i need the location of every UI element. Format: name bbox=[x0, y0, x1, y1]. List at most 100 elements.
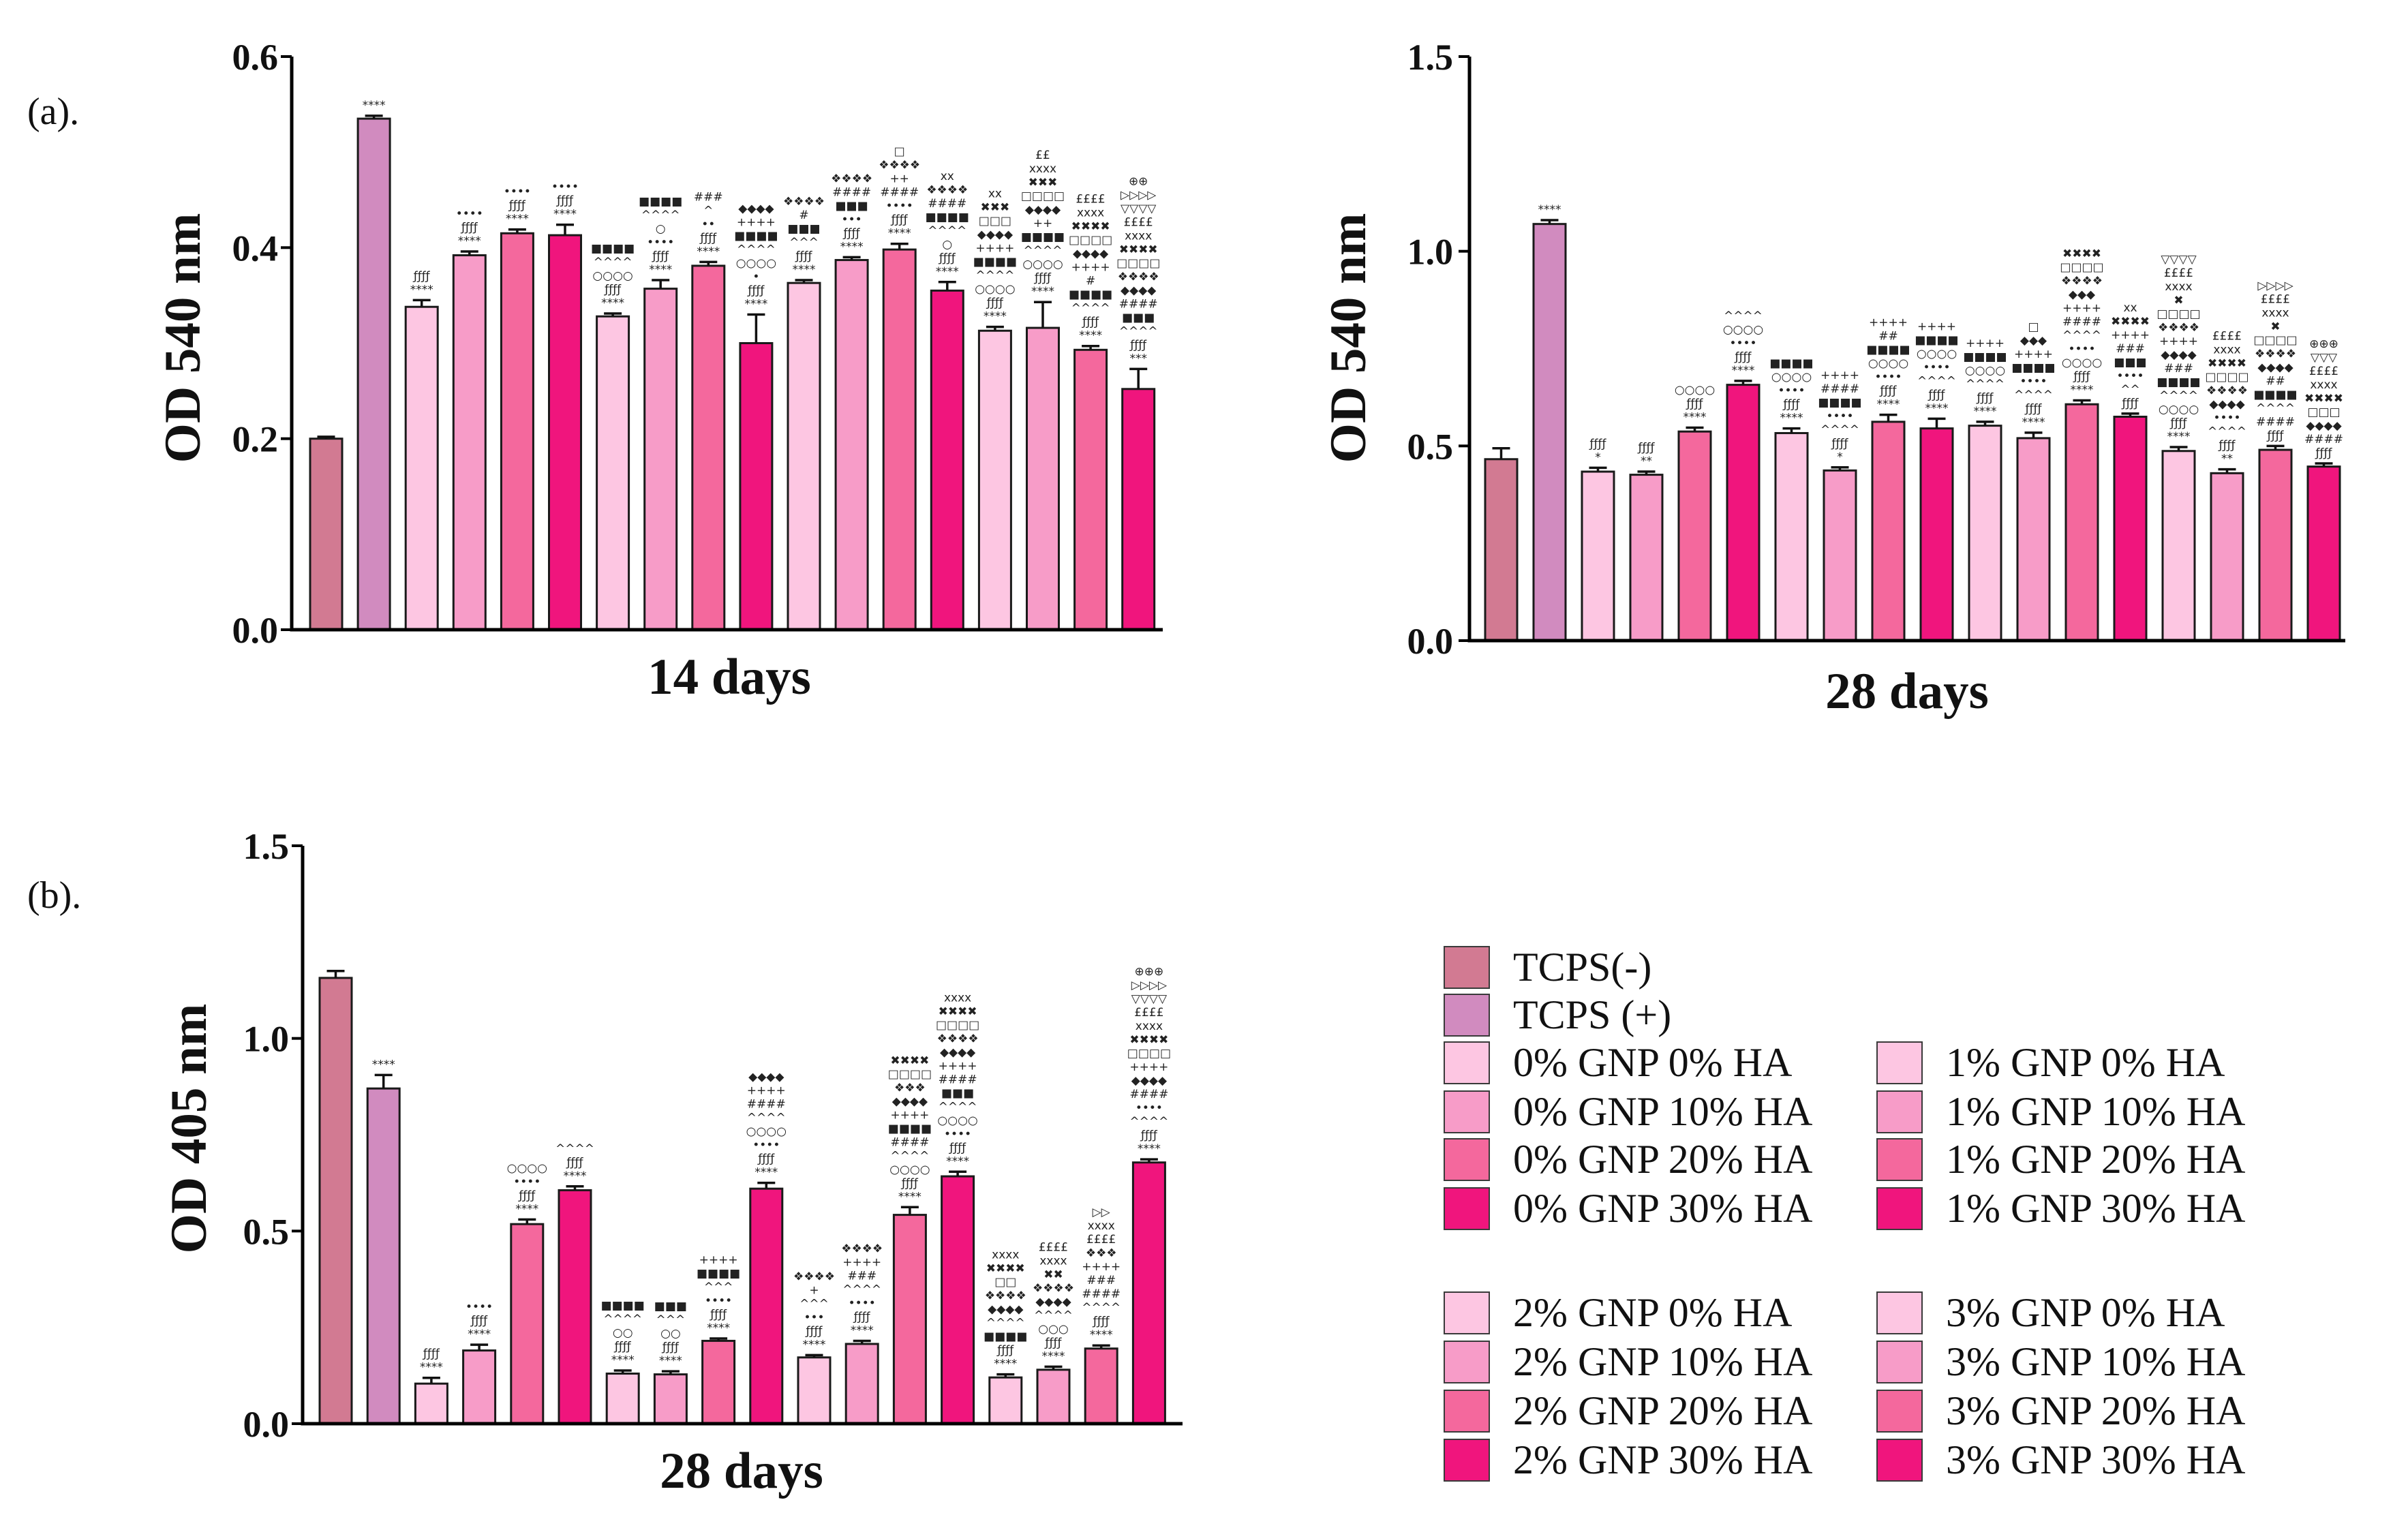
significance-annotation: ++++ bbox=[975, 242, 1014, 256]
significance-annotation: ✖✖✖ bbox=[981, 201, 1010, 215]
significance-annotation: ◆◆◆◆ bbox=[892, 1095, 928, 1108]
significance-annotation: ƒƒƒƒ bbox=[651, 249, 669, 263]
significance-annotation: xxxx bbox=[1125, 229, 1152, 243]
significance-annotation: ◆◆◆◆ bbox=[2306, 419, 2342, 433]
significance-annotation: **** bbox=[697, 245, 720, 258]
significance-annotation: ££££ bbox=[1124, 215, 1153, 229]
significance-annotation: ++++ bbox=[737, 215, 776, 229]
significance-annotation: ○○○○ bbox=[937, 1114, 977, 1127]
bar bbox=[749, 1187, 784, 1425]
x-axis-title: 14 days bbox=[647, 649, 811, 705]
bar bbox=[739, 342, 774, 631]
significance-annotation: ^^^ bbox=[789, 236, 819, 249]
bar bbox=[701, 1339, 736, 1425]
significance-annotation: ƒƒƒƒ bbox=[1092, 1315, 1110, 1328]
significance-annotation: ^^ bbox=[2120, 383, 2140, 397]
significance-annotation: **** bbox=[458, 234, 481, 248]
significance-annotation: ++++ bbox=[1820, 369, 1859, 382]
significance-annotation: ■■■■ bbox=[1963, 350, 2007, 364]
significance-annotation: ✖✖✖✖ bbox=[1129, 1033, 1168, 1047]
significance-annotation: ƒƒƒƒ bbox=[938, 251, 956, 265]
significance-annotation: ○○○○ bbox=[889, 1163, 930, 1176]
legend-swatch bbox=[1444, 1291, 1490, 1334]
significance-annotation: #### bbox=[1820, 382, 1859, 396]
y-tick-label: 1.5 bbox=[1407, 37, 1454, 78]
significance-annotation: * bbox=[1837, 450, 1843, 464]
bar bbox=[941, 1175, 975, 1425]
bar bbox=[1629, 474, 1664, 642]
significance-annotation: ••• bbox=[804, 1311, 824, 1324]
significance-annotation: ^^^^ bbox=[975, 269, 1014, 283]
significance-annotation: ƒƒƒƒ bbox=[1129, 338, 1147, 352]
significance-annotation: ■■■■ bbox=[1021, 230, 1065, 244]
significance-annotation: ❖❖❖❖ bbox=[831, 172, 872, 185]
significance-annotation: ++++ bbox=[2014, 348, 2053, 361]
bar bbox=[414, 1382, 448, 1425]
significance-annotation: ❖❖❖❖ bbox=[793, 1270, 835, 1283]
bar bbox=[510, 1223, 545, 1425]
legend-item-1gnp-10ha: 1% GNP 10% HA bbox=[1876, 1090, 2245, 1133]
bar bbox=[2306, 465, 2341, 642]
bar bbox=[558, 1189, 592, 1425]
significance-annotation: # bbox=[1086, 275, 1095, 288]
significance-annotation: ❖❖❖❖ bbox=[2061, 274, 2103, 288]
significance-annotation: ^^^^ bbox=[1129, 1115, 1168, 1129]
significance-annotation: ❖❖❖❖ bbox=[985, 1289, 1026, 1303]
significance-annotation: ✖✖✖✖ bbox=[2111, 315, 2150, 328]
significance-annotation: ^^^^ bbox=[1724, 309, 1763, 323]
significance-annotation: ƒƒƒƒ bbox=[757, 1152, 775, 1166]
legend-label: 2% GNP 30% HA bbox=[1513, 1437, 1813, 1482]
significance-annotation: ^^^^ bbox=[986, 1317, 1025, 1330]
bar bbox=[2064, 403, 2099, 642]
significance-annotation: ■■■ bbox=[1122, 311, 1155, 324]
bar bbox=[691, 264, 726, 631]
panel-label-b: (b). bbox=[27, 874, 81, 917]
legend-swatch bbox=[1876, 1390, 1923, 1433]
legend-label: TCPS(-) bbox=[1513, 945, 1652, 990]
significance-annotation: ^^^^ bbox=[603, 1313, 642, 1326]
significance-annotation: •••• bbox=[2116, 369, 2144, 383]
significance-annotation: ƒƒƒƒ bbox=[2073, 369, 2091, 383]
significance-annotation: ■■■■ bbox=[697, 1267, 740, 1281]
significance-annotation: ■■■■ bbox=[1818, 396, 1861, 410]
bar bbox=[1131, 1161, 1166, 1425]
significance-annotation: xxxx bbox=[2213, 343, 2240, 357]
significance-annotation: ++ bbox=[889, 172, 909, 186]
significance-annotation: ^^^ bbox=[799, 1297, 829, 1311]
significance-annotation: ▷▷▷▷ bbox=[1131, 979, 1168, 992]
significance-annotation: **** bbox=[803, 1338, 826, 1351]
bar bbox=[452, 254, 487, 631]
significance-annotation: **** bbox=[851, 1324, 874, 1337]
significance-annotation: ƒƒƒƒ bbox=[2266, 429, 2285, 442]
significance-annotation: **** bbox=[1780, 412, 1803, 425]
significance-annotation: **** bbox=[793, 263, 816, 277]
significance-annotation: ƒƒƒƒ bbox=[2218, 439, 2236, 453]
significance-annotation: ■■■■ bbox=[2253, 388, 2297, 401]
significance-annotation: •• bbox=[701, 217, 715, 231]
significance-annotation: ○○○○ bbox=[1917, 347, 1957, 361]
significance-annotation: ^^^^ bbox=[1966, 378, 2005, 391]
significance-annotation: ■■■■ bbox=[601, 1299, 645, 1313]
significance-annotation: ■■■ bbox=[787, 222, 820, 236]
significance-annotation: ◆◆◆◆ bbox=[2209, 398, 2245, 412]
bar bbox=[653, 1373, 688, 1425]
legend-swatch bbox=[1444, 1341, 1490, 1383]
legend-item-3gnp-20ha: 3% GNP 20% HA bbox=[1876, 1390, 2245, 1433]
bar bbox=[1084, 1347, 1118, 1425]
significance-annotation: **** bbox=[1538, 203, 1561, 217]
significance-annotation: #### bbox=[928, 197, 966, 211]
significance-annotation: ++++ bbox=[2159, 335, 2198, 348]
significance-annotation: ƒƒƒƒ bbox=[1686, 397, 1704, 410]
bar bbox=[2210, 472, 2244, 642]
y-tick-label: 0.0 bbox=[232, 610, 279, 651]
significance-annotation: **** bbox=[946, 1154, 969, 1168]
significance-annotation: *** bbox=[1129, 352, 1147, 365]
legend-item-tcps-neg: TCPS(-) bbox=[1444, 946, 1651, 989]
significance-annotation: •••• bbox=[1923, 361, 1950, 374]
significance-annotation: ○○○○ bbox=[1771, 371, 1812, 384]
significance-annotation: xxxx bbox=[1136, 1020, 1163, 1033]
significance-annotation: ▽▽▽▽ bbox=[1131, 992, 1168, 1006]
significance-annotation: ### bbox=[2164, 362, 2193, 376]
significance-annotation: ++ bbox=[1033, 217, 1053, 230]
significance-annotation: ○○ bbox=[613, 1326, 633, 1340]
